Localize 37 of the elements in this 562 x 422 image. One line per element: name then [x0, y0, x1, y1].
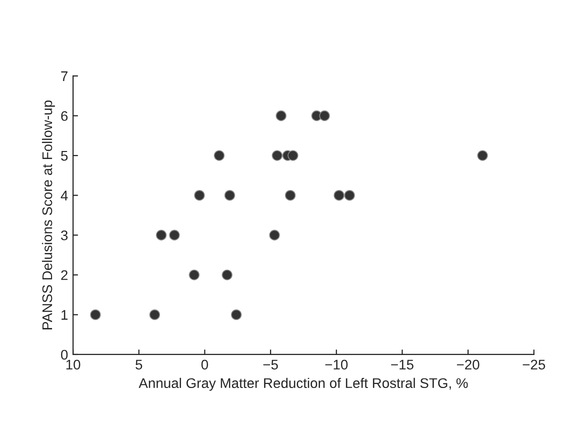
x-tick-label: −25	[522, 360, 546, 370]
x-tick-label: 10	[66, 360, 80, 370]
point	[149, 309, 160, 320]
point	[269, 230, 280, 240]
point	[169, 230, 180, 240]
x-axis-title: Annual Gray Matter Reduction of Left Rostral STG, %	[138, 378, 468, 391]
y-tick-label: 3	[61, 230, 68, 240]
point	[477, 150, 488, 161]
y-tick-label: 5	[61, 151, 68, 161]
x-tick-label: −20	[456, 360, 480, 370]
point	[188, 270, 200, 280]
y-tick-label: 2	[61, 270, 68, 280]
point	[284, 190, 296, 201]
point	[334, 190, 344, 201]
x-tick-label: 0	[201, 360, 208, 370]
y-tick-label: 1	[62, 310, 68, 320]
point	[214, 150, 225, 161]
point	[156, 230, 167, 240]
y-tick-label: 7	[61, 71, 68, 81]
point	[319, 110, 330, 122]
y-tick-label: 6	[61, 111, 68, 121]
point	[224, 190, 236, 201]
point	[194, 190, 205, 201]
point	[222, 270, 232, 280]
y-tick-label: 0	[61, 350, 68, 360]
point	[231, 309, 242, 320]
x-tick-label: −5	[263, 360, 278, 370]
x-tick-label: −10	[325, 360, 348, 370]
y-tick-label: 4	[60, 190, 68, 200]
point	[344, 190, 355, 201]
point	[272, 150, 282, 161]
point	[90, 309, 101, 320]
x-tick-label: 5	[136, 360, 142, 370]
y-axis-title: PANSS Delusions Score at Follow-up	[42, 100, 55, 330]
x-tick-label: −15	[391, 360, 414, 370]
point	[276, 110, 286, 122]
point	[288, 150, 298, 161]
